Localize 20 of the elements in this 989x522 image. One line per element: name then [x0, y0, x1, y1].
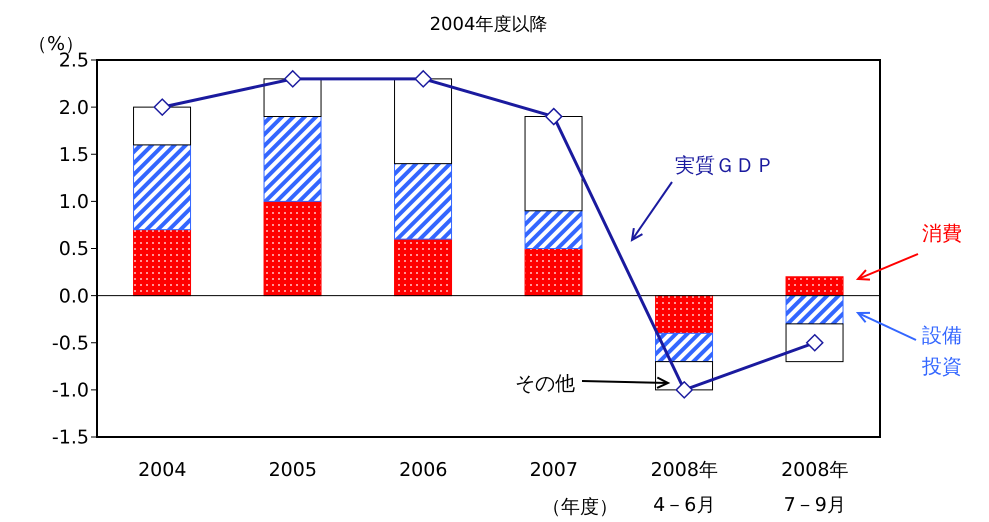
text: 実質ＧＤＰ	[675, 153, 775, 177]
y-tick-label: -0.5	[52, 332, 89, 354]
y-tick-label: -1.0	[52, 380, 89, 402]
y-tick-label: 0.5	[58, 238, 89, 260]
x-tick-label: 2008年 7－9月	[781, 459, 848, 516]
x-tick-label: 2007	[530, 459, 578, 481]
x-tick-label: 2006	[399, 459, 448, 481]
y-tick-label: 1.5	[58, 144, 89, 166]
text: その他	[515, 371, 575, 395]
x-tick-label: 2008年 4－6月	[650, 459, 718, 516]
y-tick-label: -1.5	[52, 426, 89, 449]
y-tick-label: 0.0	[58, 285, 89, 308]
y-tick-label: 1.0	[58, 191, 89, 214]
text: 設備投資	[921, 323, 962, 378]
text: 消費	[922, 221, 962, 245]
chart-title: 2004年度以降	[430, 14, 548, 35]
x-tick-label: 2005	[268, 459, 317, 481]
x-tick-label: 2004	[138, 459, 186, 481]
x-axis-title: （年度）	[542, 496, 618, 518]
y-tick-label: 2.0	[58, 96, 89, 119]
